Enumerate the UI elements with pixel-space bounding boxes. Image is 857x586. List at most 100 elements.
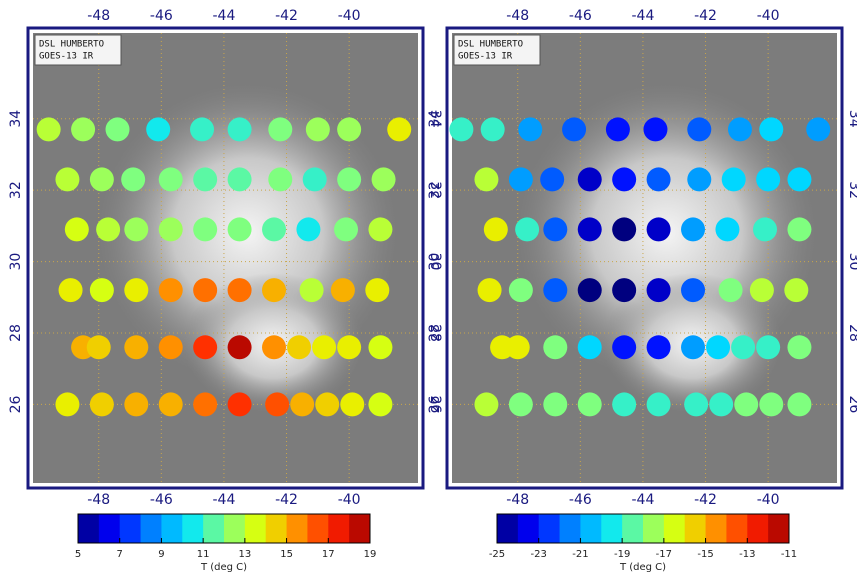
temperature-dot (287, 335, 311, 359)
temperature-dot (478, 278, 502, 302)
colorbar-tick-label: 7 (117, 549, 123, 560)
temperature-dot (121, 167, 145, 191)
temperature-dot (731, 335, 755, 359)
temperature-dot (306, 117, 330, 141)
temperature-dot (687, 117, 711, 141)
temperature-dot (787, 335, 811, 359)
x-tick-label: -48 (87, 8, 110, 24)
temperature-dot (340, 392, 364, 416)
temperature-dot (96, 217, 120, 241)
temperature-dot (759, 392, 783, 416)
colorbar-tick-label: -13 (739, 549, 755, 560)
colorbar-cell (768, 514, 789, 543)
temperature-dot (159, 392, 183, 416)
temperature-dot (387, 117, 411, 141)
temperature-dot (612, 217, 636, 241)
y-tick-label: 26 (8, 395, 24, 413)
colorbar-cell (245, 514, 266, 543)
colorbar-cell (287, 514, 308, 543)
temperature-dot (55, 392, 79, 416)
x-tick-label: -40 (757, 8, 780, 24)
temperature-dot (647, 278, 671, 302)
temperature-dot (193, 167, 217, 191)
colorbar-tick-label: 13 (238, 549, 251, 560)
temperature-dot (265, 392, 289, 416)
temperature-dot (262, 335, 286, 359)
colorbar-label: T (deg C) (619, 562, 666, 573)
colorbar-cell (307, 514, 328, 543)
colorbar-cell (560, 514, 581, 543)
colorbar-cell (622, 514, 643, 543)
temperature-dot (756, 335, 780, 359)
y-tick-label: 26 (846, 396, 857, 414)
colorbar-tick-label: -15 (697, 549, 713, 560)
colorbar-cell (601, 514, 622, 543)
colorbar-cell (266, 514, 287, 543)
temperature-dot (337, 117, 361, 141)
temperature-dot (262, 278, 286, 302)
panel-label: DSL HUMBERTO (39, 40, 104, 50)
temperature-dot (331, 278, 355, 302)
temperature-dot (228, 117, 252, 141)
y-tick-label: 30 (846, 253, 857, 271)
temperature-dot (734, 392, 758, 416)
temperature-dot (543, 217, 567, 241)
colorbar-cell (685, 514, 706, 543)
temperature-dot (228, 278, 252, 302)
temperature-dot (481, 117, 505, 141)
x-tick-label: -46 (569, 8, 592, 24)
temperature-dot (193, 392, 217, 416)
panel-label: DSL HUMBERTO (458, 40, 523, 50)
temperature-dot (515, 217, 539, 241)
y-tick-label: 34 (846, 110, 857, 128)
temperature-dot (474, 167, 498, 191)
y-tick-label: 28 (846, 324, 857, 342)
temperature-dot (90, 392, 114, 416)
temperature-dot (159, 167, 183, 191)
colorbar-tick-label: -21 (572, 549, 588, 560)
temperature-dot (124, 217, 148, 241)
temperature-dot (509, 167, 533, 191)
y-tick-label: 30 (427, 253, 443, 271)
colorbar-cell (120, 514, 141, 543)
temperature-dot (759, 117, 783, 141)
x-tick-label: -40 (757, 492, 780, 508)
temperature-dot (756, 167, 780, 191)
colorbar-tick-label: 9 (158, 549, 164, 560)
temperature-dot (787, 167, 811, 191)
y-tick-label: 34 (8, 110, 24, 128)
x-tick-label: -42 (275, 8, 298, 24)
temperature-dot (303, 167, 327, 191)
temperature-dot (578, 167, 602, 191)
colorbar-cell (726, 514, 747, 543)
temperature-dot (159, 278, 183, 302)
x-tick-label: -40 (338, 492, 361, 508)
temperature-dot (71, 117, 95, 141)
y-tick-label: 28 (8, 324, 24, 342)
colorbar-tick-label: -19 (614, 549, 630, 560)
temperature-dot (106, 117, 130, 141)
x-tick-label: -42 (275, 492, 298, 508)
temperature-dot (368, 392, 392, 416)
temperature-dot (806, 117, 830, 141)
colorbar-cell (497, 514, 518, 543)
colorbar-cell (224, 514, 245, 543)
temperature-dot (65, 217, 89, 241)
temperature-dot (124, 278, 148, 302)
colorbar-tick-label: 15 (280, 549, 293, 560)
colorbar-cell (78, 514, 99, 543)
temperature-dot (715, 217, 739, 241)
temperature-dot (647, 335, 671, 359)
colorbar-tick-label: -23 (531, 549, 547, 560)
colorbar-cell (518, 514, 539, 543)
temperature-dot (228, 335, 252, 359)
temperature-dot (262, 217, 286, 241)
y-tick-label: 34 (427, 110, 443, 128)
colorbar-tick-label: -17 (656, 549, 672, 560)
temperature-dot (59, 278, 83, 302)
x-tick-label: -40 (338, 8, 361, 24)
temperature-dot (484, 217, 508, 241)
temperature-dot (543, 335, 567, 359)
temperature-dot (706, 335, 730, 359)
x-tick-label: -48 (87, 492, 110, 508)
